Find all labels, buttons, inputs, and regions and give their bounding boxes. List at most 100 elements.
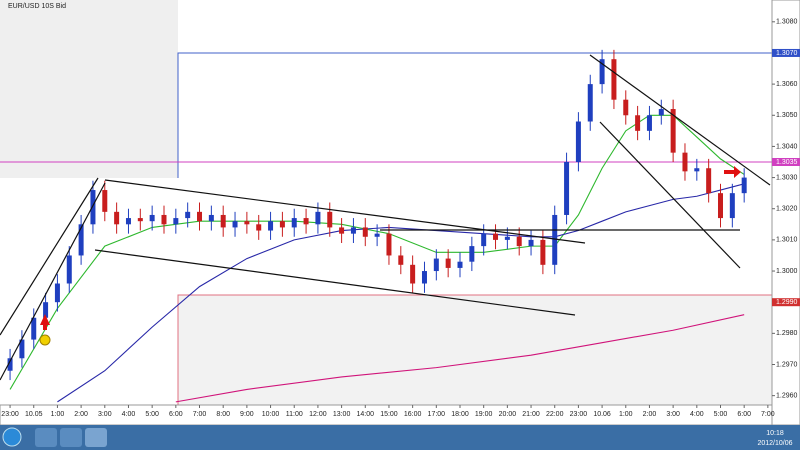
candle-body [291, 218, 297, 228]
trend-line [0, 182, 106, 381]
x-tick-label: 3:00 [98, 411, 112, 418]
x-tick-label: 14:00 [357, 411, 375, 418]
candle-body [552, 214, 558, 265]
x-tick-label: 5:00 [714, 411, 728, 418]
trend-line [589, 54, 771, 186]
x-tick-label: 23:00 [1, 411, 19, 418]
x-tick-label: 3:00 [666, 411, 680, 418]
start-button[interactable] [2, 427, 22, 447]
candle-body [706, 168, 712, 194]
indicator-line [175, 314, 745, 403]
candle-body [66, 255, 72, 284]
candle-body [564, 162, 570, 215]
candle-body [421, 271, 427, 284]
x-tick-label: 19:00 [475, 411, 493, 418]
candle-body [623, 99, 629, 116]
x-tick-label: 4:00 [690, 411, 704, 418]
candle-body [7, 358, 13, 371]
candle-body [599, 59, 605, 85]
candle-body [208, 214, 214, 222]
candle-body [31, 317, 37, 340]
candle-body [268, 221, 274, 231]
x-tick-label: 22:00 [546, 411, 564, 418]
candle-body [78, 224, 84, 256]
taskbar-icon[interactable] [60, 428, 82, 447]
candle-body [646, 115, 652, 131]
taskbar [0, 425, 800, 450]
x-tick-label: 21:00 [522, 411, 540, 418]
candle-body [398, 255, 404, 265]
y-tick-label: 1.3050 [776, 112, 798, 119]
price-marker [772, 158, 800, 166]
x-tick-label: 9:00 [240, 411, 254, 418]
candle-body [374, 233, 380, 237]
candle-body [19, 339, 25, 359]
candle-body [125, 218, 131, 225]
y-tick-label: 1.2960 [776, 392, 798, 399]
x-tick-label: 13:00 [333, 411, 351, 418]
candle-body [587, 84, 593, 122]
x-tick-label: 11:00 [286, 411, 303, 418]
arrow-right [724, 166, 741, 178]
candle-body [493, 233, 499, 240]
x-tick-label: 10.05 [25, 411, 43, 418]
taskbar-icon[interactable] [35, 428, 57, 447]
candle-body [102, 190, 108, 212]
candle-body [149, 214, 155, 222]
x-tick-label: 23:00 [570, 411, 588, 418]
y-tick-label: 1.3000 [776, 268, 798, 275]
candle-body [694, 168, 700, 172]
clock-date: 2012/10/06 [757, 440, 792, 447]
candle-body [303, 218, 309, 225]
y-tick-label: 1.3020 [776, 206, 798, 213]
x-tick-label: 10:00 [262, 411, 280, 418]
x-tick-label: 2:00 [74, 411, 88, 418]
candle-body [540, 239, 546, 265]
candle-body [457, 261, 463, 268]
trend-line [94, 249, 576, 316]
x-tick-label: 8:00 [216, 411, 230, 418]
candle-body [43, 302, 49, 318]
candle-body [516, 236, 522, 247]
x-tick-label: 7:00 [761, 411, 775, 418]
price-marker-label: 1.2990 [776, 299, 798, 306]
price-marker [772, 298, 800, 307]
candle-body [481, 233, 487, 247]
taskbar-icon[interactable] [85, 428, 107, 447]
y-tick-label: 1.3060 [776, 81, 798, 88]
candle-body [682, 152, 688, 172]
x-tick-label: 1:00 [51, 411, 65, 418]
x-tick-label: 2:00 [643, 411, 657, 418]
x-tick-label: 20:00 [499, 411, 517, 418]
chart-title: EUR/USD 10S Bid [8, 3, 66, 10]
clock-time: 10:18 [766, 430, 784, 437]
candle-body [635, 115, 641, 131]
candle-body [469, 246, 475, 262]
x-tick-label: 16:00 [404, 411, 422, 418]
candle-body [410, 264, 416, 284]
y-tick-label: 1.3080 [776, 19, 798, 26]
shaded-zone [0, 0, 178, 178]
candle-body [173, 218, 179, 225]
candle-body [161, 214, 167, 225]
trend-line [0, 177, 99, 336]
plot [0, 49, 772, 403]
candle-body [256, 224, 262, 231]
price-marker-label: 1.3070 [776, 50, 798, 57]
candle-body [244, 221, 250, 225]
candle-body [90, 190, 96, 225]
y-tick-label: 1.2970 [776, 361, 798, 368]
candle-body [741, 177, 747, 194]
trend-lines [0, 54, 771, 381]
marker-icon [39, 334, 51, 346]
candle-body [350, 227, 356, 234]
x-tick-label: 6:00 [169, 411, 183, 418]
x-tick-label: 7:00 [193, 411, 207, 418]
y-tick-label: 1.2980 [776, 330, 798, 337]
x-tick-label: 1:00 [619, 411, 633, 418]
shaded-zone [177, 294, 773, 406]
price-marker [772, 48, 800, 57]
candle-body [327, 211, 333, 228]
x-tick-label: 12:00 [309, 411, 327, 418]
